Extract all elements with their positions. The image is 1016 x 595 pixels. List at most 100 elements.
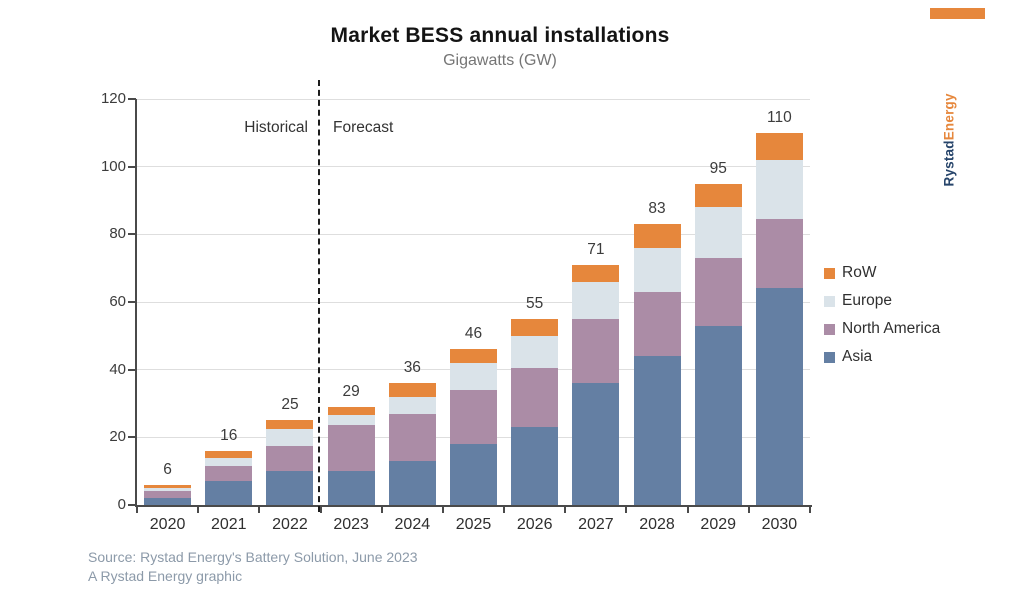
y-axis-label-60: 60 [109, 293, 126, 310]
chart-title: Market BESS annual installations [330, 24, 670, 47]
bar-total-2021: 16 [220, 426, 238, 444]
gridline-100 [137, 166, 810, 168]
historical-forecast-divider [318, 80, 320, 512]
brand-accent-block [930, 8, 985, 19]
y-axis-label-100: 100 [100, 157, 126, 175]
bar-2025-north-america [450, 389, 497, 445]
bar-2029-row [694, 183, 742, 208]
x-axis-label-2020: 2020 [149, 516, 186, 533]
x-axis-label-2024: 2024 [394, 516, 431, 533]
y-tick-80 [128, 233, 136, 236]
bar-2024-europe [388, 396, 436, 414]
x-axis-label-2022: 2022 [272, 516, 308, 533]
legend-swatch-icon [824, 323, 835, 335]
x-axis-label-2029: 2029 [700, 516, 737, 533]
bar-2026-north-america [511, 367, 559, 428]
bar-2021-asia [205, 481, 253, 505]
historical-label: Historical [244, 119, 308, 136]
bar-2026-europe [511, 335, 559, 368]
y-axis-label-0: 0 [117, 496, 126, 513]
bar-2027-europe [572, 281, 620, 319]
bar-2029-asia [694, 325, 742, 505]
x-tick-7 [564, 507, 567, 513]
x-tick-9 [686, 507, 689, 513]
y-tick-60 [128, 301, 136, 303]
bar-2027-row [572, 264, 620, 282]
bar-2024-row [388, 383, 436, 397]
bar-2028-europe [633, 247, 681, 292]
y-axis-label-40: 40 [109, 360, 126, 378]
x-tick-3 [319, 507, 322, 513]
bar-2027-asia [572, 383, 620, 505]
y-tick-120 [128, 98, 136, 100]
bar-2023-asia [327, 471, 375, 505]
legend-label: RoW [842, 264, 877, 281]
x-axis-line [135, 505, 812, 507]
x-axis-label-2025: 2025 [455, 516, 492, 533]
bar-total-2022: 25 [281, 396, 299, 414]
bar-2028-asia [633, 356, 681, 505]
bar-total-2026: 55 [526, 294, 544, 312]
bar-2022-row [266, 420, 314, 429]
bar-2022-europe [266, 428, 314, 446]
legend-label: Asia [842, 348, 873, 365]
y-axis-label-20: 20 [109, 428, 126, 446]
x-axis-label-2026: 2026 [516, 516, 553, 533]
legend-item-row: RoW [824, 259, 940, 287]
bar-2022-asia [266, 471, 314, 505]
bar-2021-europe [205, 457, 253, 467]
bar-2022-north-america [266, 445, 314, 472]
bar-2030-north-america [755, 219, 803, 289]
bar-2028-north-america [633, 291, 681, 357]
gridline-60 [137, 301, 810, 303]
legend-swatch-icon [824, 267, 835, 279]
x-tick-10 [747, 507, 750, 513]
bar-2027-north-america [572, 318, 620, 384]
bar-total-2020: 6 [163, 460, 172, 478]
bar-2025-europe [450, 362, 497, 390]
gridline-120 [137, 98, 810, 100]
legend-label: North America [842, 320, 941, 337]
x-tick-6 [503, 507, 506, 513]
x-tick-8 [625, 507, 628, 513]
bar-2026-row [511, 318, 559, 336]
bar-2030-asia [755, 288, 803, 505]
legend-swatch-icon [824, 295, 835, 307]
bar-total-2029: 95 [709, 159, 727, 177]
x-tick-11 [809, 507, 811, 513]
bar-total-2030: 110 [767, 108, 792, 126]
legend-label: Europe [842, 292, 892, 309]
x-tick-5 [441, 507, 444, 513]
source-note: Source: Rystad Energy's Battery Solution… [88, 548, 418, 586]
bar-2020-asia [144, 498, 192, 505]
bar-2024-asia [388, 461, 436, 505]
bar-2021-north-america [205, 466, 253, 482]
bar-total-2027: 71 [587, 240, 605, 258]
bar-2030-row [755, 132, 803, 160]
chart-subtitle: Gigawatts (GW) [443, 52, 557, 69]
bar-2026-asia [511, 427, 559, 505]
legend-item-north-america: North America [824, 315, 940, 343]
y-axis-line [135, 99, 137, 505]
x-axis-label-2021: 2021 [210, 516, 247, 533]
y-tick-20 [128, 436, 136, 439]
bar-2020-row [144, 484, 192, 489]
source-line-1: Source: Rystad Energy's Battery Solution… [88, 549, 418, 565]
bar-2020-north-america [144, 491, 192, 499]
bar-total-2025: 46 [464, 325, 483, 343]
bar-total-2024: 36 [403, 359, 421, 377]
bar-2021-row [205, 450, 253, 458]
x-tick-1 [197, 507, 200, 513]
y-tick-0 [128, 504, 136, 506]
x-tick-4 [380, 507, 383, 513]
gridline-80 [137, 233, 810, 235]
y-axis-label-120: 120 [100, 90, 126, 107]
x-tick-2 [258, 507, 261, 513]
bar-2025-asia [450, 444, 497, 505]
legend: RoW Europe North America Asia [824, 259, 940, 371]
bar-total-2023: 29 [342, 382, 360, 400]
legend-item-europe: Europe [824, 287, 940, 315]
x-axis-label-2028: 2028 [639, 516, 675, 533]
